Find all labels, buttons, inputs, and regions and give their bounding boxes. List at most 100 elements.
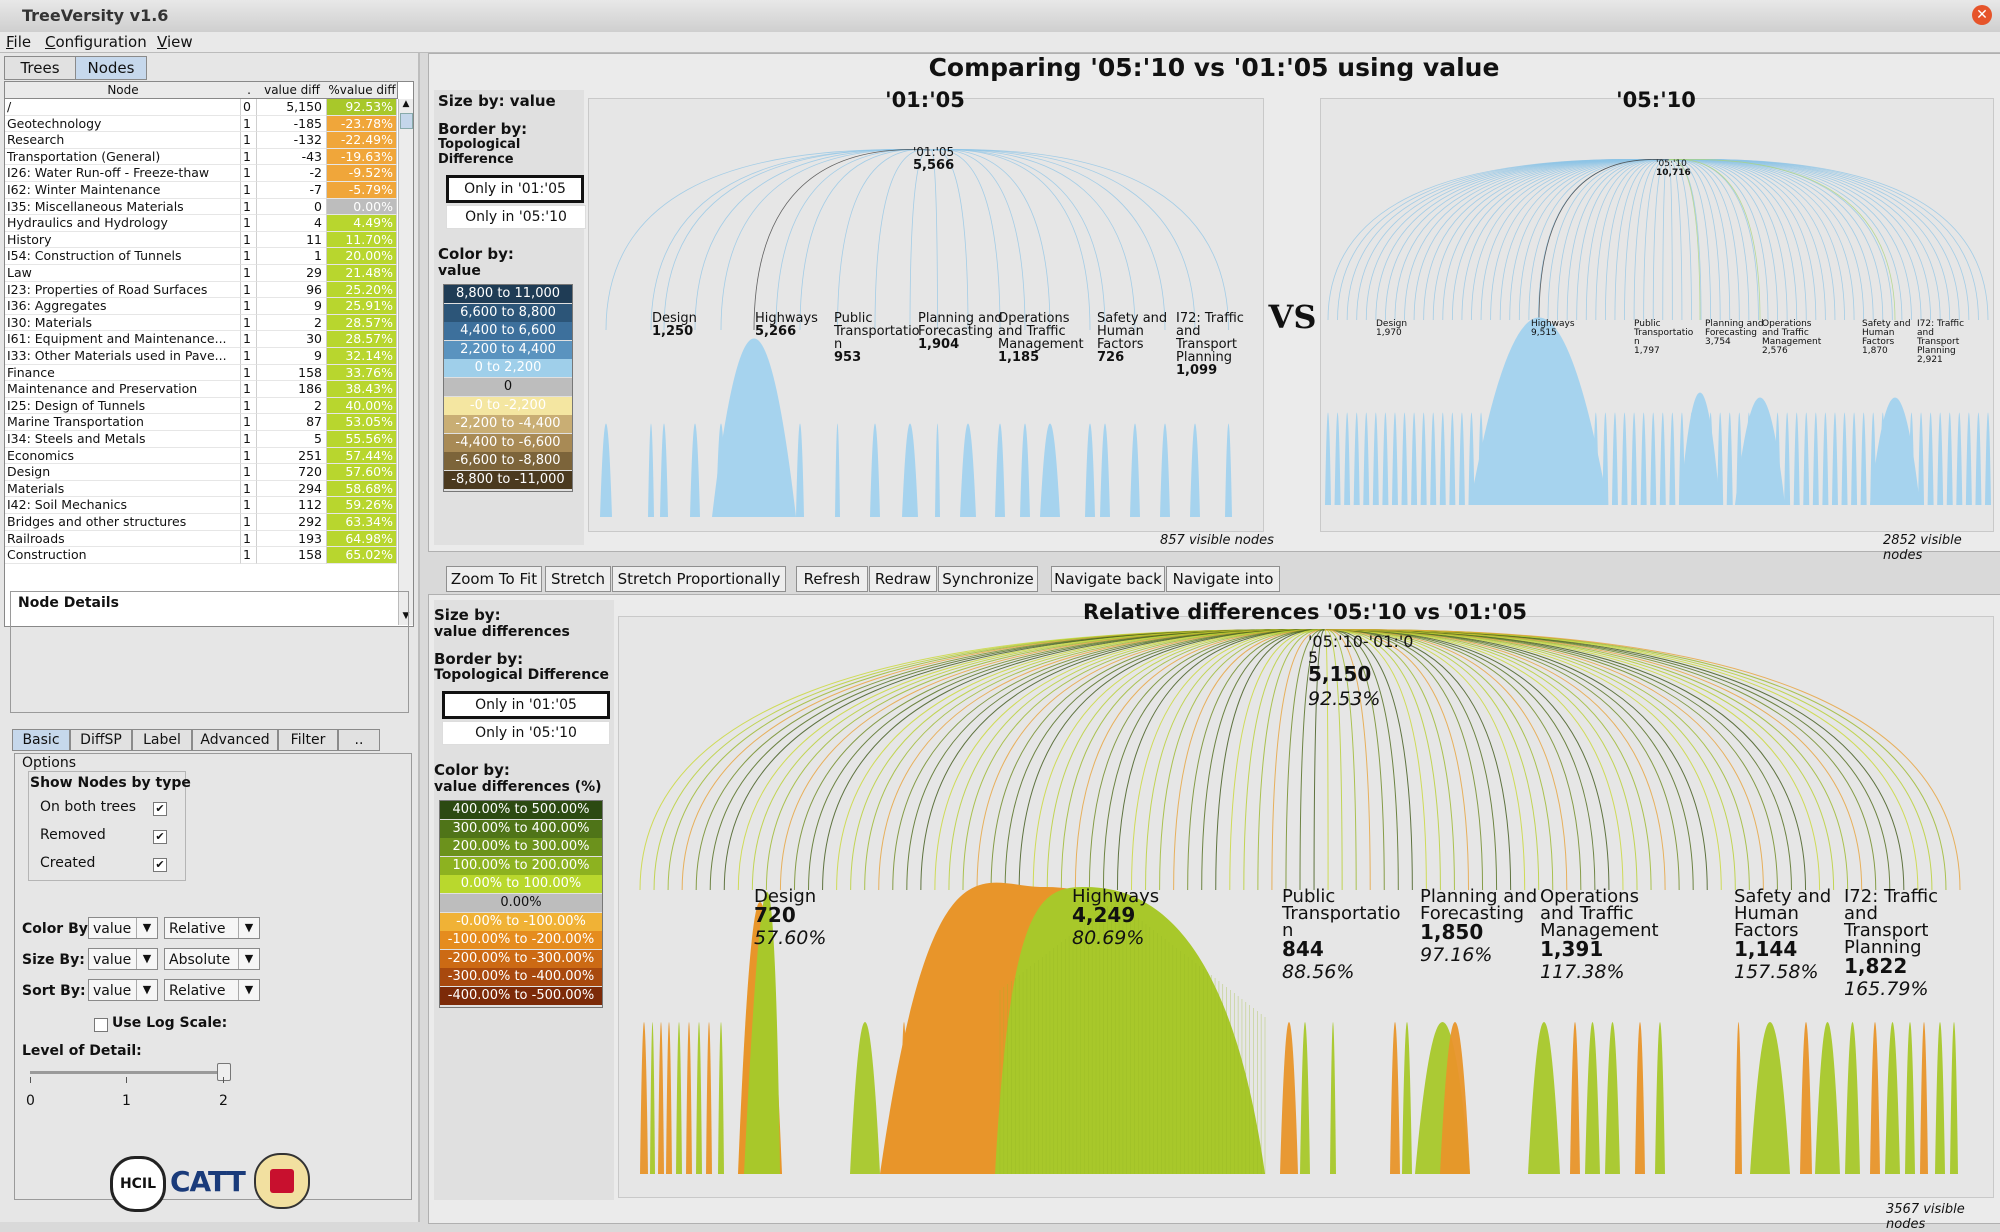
table-row[interactable]: I62: Winter Maintenance 1 -7 -5.79%: [5, 182, 397, 199]
chevron-down-icon[interactable]: ▼: [136, 918, 157, 938]
table-row[interactable]: Law 1 29 21.48%: [5, 265, 397, 282]
table-row[interactable]: Finance 1 158 33.76%: [5, 364, 397, 382]
table-row[interactable]: Railroads 1 193 64.98%: [5, 530, 397, 548]
chevron-down-icon[interactable]: ▼: [136, 949, 157, 969]
menu-configuration[interactable]: Configuration: [45, 33, 147, 51]
table-row[interactable]: Transportation (General) 1 -43 -19.63%: [5, 148, 397, 166]
table-row[interactable]: I42: Soil Mechanics 1 112 59.26%: [5, 497, 397, 514]
table-row[interactable]: I54: Construction of Tunnels 1 1 20.00%: [5, 248, 397, 265]
diff-tree-drawing[interactable]: [0, 600, 2000, 1200]
color-by-field-select[interactable]: value ▼: [88, 917, 158, 939]
tree-edge: [775, 149, 931, 331]
toolbar-button[interactable]: Zoom To Fit: [446, 566, 542, 592]
option-tab[interactable]: DiffSP: [70, 729, 132, 751]
table-scrollbar[interactable]: ▲ ▼: [398, 99, 413, 625]
table-row[interactable]: Marine Transportation 1 87 53.05%: [5, 414, 397, 431]
log-scale-checkbox[interactable]: [94, 1018, 108, 1032]
menu-file[interactable]: File: [6, 33, 32, 51]
row-pct-diff: 58.68%: [327, 480, 397, 498]
table-row[interactable]: History 1 11 11.70%: [5, 231, 397, 249]
top-trees-drawing[interactable]: [0, 0, 2000, 560]
top-only-in-b[interactable]: Only in '05:'10: [446, 205, 586, 229]
table-row[interactable]: I34: Steels and Metals 1 5 55.56%: [5, 431, 397, 448]
bottom-only-in-b[interactable]: Only in '05:'10: [442, 721, 610, 745]
option-tab[interactable]: ..: [338, 729, 380, 751]
left-panel: Trees Nodes Node . value diff %value dif…: [0, 53, 420, 1222]
tree-edge: [906, 629, 1326, 891]
table-row[interactable]: Research 1 -132 -22.49%: [5, 132, 397, 149]
column-header-node[interactable]: Node: [5, 82, 242, 99]
table-row[interactable]: Design 1 720 57.60%: [5, 464, 397, 481]
column-header-pct-value-diff[interactable]: %value diff: [327, 82, 398, 99]
close-icon[interactable]: ✕: [1972, 5, 1992, 25]
toolbar-button[interactable]: Synchronize: [938, 566, 1038, 592]
size-by-field-select[interactable]: value ▼: [88, 948, 158, 970]
toolbar-button[interactable]: Navigate into: [1166, 566, 1280, 592]
tree-leaf: [1822, 412, 1829, 505]
table-row[interactable]: Materials 1 294 58.68%: [5, 480, 397, 498]
table-row[interactable]: Geotechnology 1 -185 -23.78%: [5, 115, 397, 133]
table-row[interactable]: /0 5,150 92.53%: [5, 99, 397, 116]
sort-by-mode-select[interactable]: Relative ▼: [164, 979, 260, 1001]
left-tree-root-value: 5,566: [913, 158, 955, 173]
tree-node-label: Public Transportatio n: [1634, 319, 1694, 347]
toolbar-button[interactable]: Navigate back: [1051, 566, 1165, 592]
tab-nodes[interactable]: Nodes: [75, 56, 147, 80]
table-row[interactable]: Construction 1 158 65.02%: [5, 547, 397, 564]
toolbar-button[interactable]: Redraw: [869, 566, 937, 592]
toolbar-button[interactable]: Refresh: [796, 566, 868, 592]
column-header-value-diff[interactable]: value diff: [257, 82, 328, 99]
tree-edge: [1201, 629, 1326, 891]
option-tab[interactable]: Advanced: [192, 729, 278, 751]
sort-by-field-select[interactable]: value ▼: [88, 979, 158, 1001]
tree-leaf: [1100, 423, 1110, 517]
table-row[interactable]: I61: Equipment and Maintenance... 1 30 28.5…: [5, 331, 397, 348]
tree-edge: [605, 149, 931, 331]
table-row[interactable]: Hydraulics and Hydrology 1 4 4.49%: [5, 215, 397, 232]
table-row[interactable]: Economics 1 251 57.44%: [5, 447, 397, 465]
row-pct-diff: 59.26%: [327, 497, 397, 514]
table-row[interactable]: Maintenance and Preservation 1 186 38.43%: [5, 381, 397, 398]
table-row[interactable]: I25: Design of Tunnels 1 2 40.00%: [5, 397, 397, 415]
option-tab[interactable]: Basic: [12, 729, 70, 751]
chevron-down-icon[interactable]: ▼: [238, 949, 259, 969]
scroll-thumb[interactable]: [400, 113, 413, 129]
scroll-up-icon[interactable]: ▲: [402, 99, 410, 109]
lod-slider-track[interactable]: [30, 1071, 226, 1074]
table-row[interactable]: I30: Materials 1 2 28.57%: [5, 314, 397, 332]
option-tab[interactable]: Label: [132, 729, 192, 751]
table-row[interactable]: I36: Aggregates 1 9 25.91%: [5, 298, 397, 315]
show-nodes-checkbox[interactable]: ✔: [153, 830, 167, 844]
tree-leaf: [1975, 412, 1982, 505]
chevron-down-icon[interactable]: ▼: [136, 980, 157, 1000]
top-only-in-a[interactable]: Only in '01:'05: [446, 175, 584, 203]
table-row[interactable]: Bridges and other structures 1 292 63.34%: [5, 514, 397, 531]
size-by-mode-select[interactable]: Absolute ▼: [164, 948, 260, 970]
row-value-diff: 87: [257, 414, 327, 431]
option-tab[interactable]: Filter: [278, 729, 338, 751]
table-row[interactable]: I33: Other Materials used in Pave... 1 9 32…: [5, 348, 397, 365]
lod-slider-thumb[interactable]: [217, 1063, 231, 1081]
table-row[interactable]: I26: Water Run-off - Freeze-thaw 1 -2 -9.52…: [5, 165, 397, 182]
color-by-mode-select[interactable]: Relative ▼: [164, 917, 260, 939]
diff-root-label: '05:'10-'01:'0 5: [1308, 632, 1414, 667]
tree-leaf: [1390, 1022, 1400, 1174]
tree-edge: [1667, 159, 1761, 321]
bottom-only-in-a[interactable]: Only in '01:'05: [442, 691, 610, 719]
row-node-name: Law: [5, 265, 241, 282]
tree-edge: [1490, 159, 1669, 321]
row-value-diff: -2: [257, 165, 327, 182]
scroll-down-icon[interactable]: ▼: [402, 611, 410, 621]
tree-edge: [799, 149, 931, 331]
show-nodes-checkbox[interactable]: ✔: [153, 858, 167, 872]
table-row[interactable]: I35: Miscellaneous Materials 1 0 0.00%: [5, 198, 397, 216]
show-nodes-checkbox[interactable]: ✔: [153, 802, 167, 816]
chevron-down-icon[interactable]: ▼: [238, 918, 259, 938]
chevron-down-icon[interactable]: ▼: [238, 980, 259, 1000]
toolbar-button[interactable]: Stretch: [545, 566, 611, 592]
table-row[interactable]: I23: Properties of Road Surfaces 1 96 25.20…: [5, 281, 397, 299]
menu-view[interactable]: View: [157, 33, 193, 51]
row-level: 1: [241, 148, 257, 166]
toolbar-button[interactable]: Stretch Proportionally: [612, 566, 786, 592]
tree-leaf: [835, 423, 840, 517]
